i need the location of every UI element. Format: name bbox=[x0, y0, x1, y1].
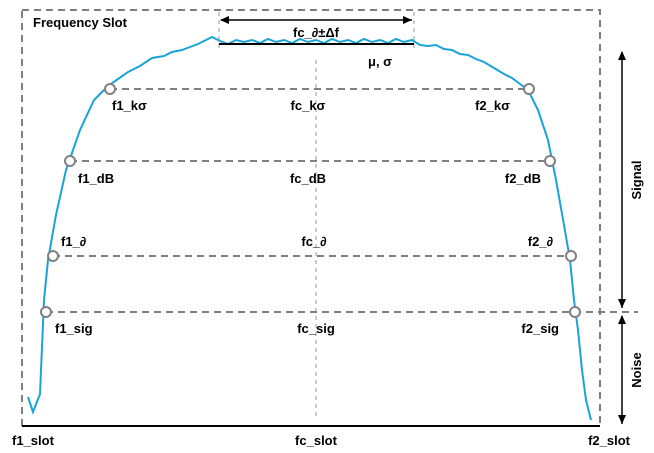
label-fc-sig: fc_sig bbox=[297, 321, 335, 336]
mean-sigma-label: μ, σ bbox=[368, 54, 392, 69]
label-f1-db: f1_dB bbox=[78, 171, 114, 186]
label-fc-db: fc_dB bbox=[290, 171, 326, 186]
label-f2-sig: f2_sig bbox=[521, 321, 559, 336]
spectrum-curve bbox=[27, 35, 592, 421]
marker-f1-partial bbox=[47, 250, 59, 262]
frequency-slot-box bbox=[21, 9, 601, 427]
label-f1-slot: f1_slot bbox=[12, 433, 55, 448]
bandwidth-label: fc_∂±Δf bbox=[293, 25, 340, 40]
marker-f2-sig bbox=[569, 306, 581, 318]
label-f2-partial: f2_∂ bbox=[528, 234, 553, 249]
label-fc-partial: fc_∂ bbox=[301, 234, 326, 249]
label-fc-ksigma: fc_kσ bbox=[291, 98, 326, 113]
label-f1-partial: f1_∂ bbox=[61, 234, 86, 249]
label-f2-slot: f2_slot bbox=[588, 433, 631, 448]
label-fc-slot: fc_slot bbox=[295, 433, 338, 448]
label-f2-ksigma: f2_kσ bbox=[475, 98, 510, 113]
noise-label: Noise bbox=[629, 352, 644, 387]
marker-f2-ksigma bbox=[523, 83, 535, 95]
frequency-slot-title: Frequency Slot bbox=[33, 15, 128, 30]
marker-f1-db bbox=[64, 155, 76, 167]
label-f1-sig: f1_sig bbox=[55, 321, 93, 336]
marker-f1-sig bbox=[40, 306, 52, 318]
marker-f2-partial bbox=[565, 250, 577, 262]
marker-f1-ksigma bbox=[104, 83, 116, 95]
marker-f2-db bbox=[544, 155, 556, 167]
label-f2-db: f2_dB bbox=[505, 171, 541, 186]
signal-label: Signal bbox=[629, 160, 644, 199]
label-f1-ksigma: f1_kσ bbox=[112, 98, 147, 113]
